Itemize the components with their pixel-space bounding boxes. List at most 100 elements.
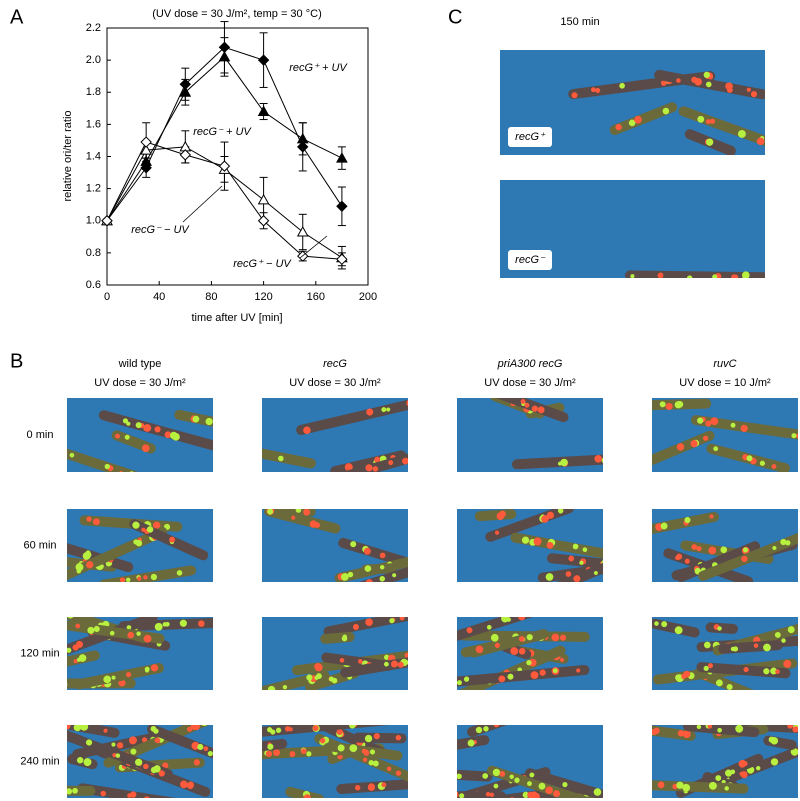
focus [763,643,771,652]
focus [619,82,625,89]
focus [416,564,423,571]
y-tick-label: 1.0 [86,215,101,227]
focus [709,514,714,519]
focus [67,647,72,653]
cells [264,509,457,582]
focus [176,570,183,576]
focus [527,781,532,787]
focus [706,138,714,146]
focus [775,669,780,674]
cells [262,703,408,798]
focus [319,737,326,744]
focus [641,784,645,788]
series-label: recG⁻ + UV [193,126,252,138]
focus [282,684,288,690]
focus [67,788,73,795]
y-tick-label: 0.8 [86,247,101,259]
focus [691,544,698,550]
focus [144,668,150,673]
focus [404,652,408,659]
cell [690,415,798,442]
focus [86,560,94,569]
cell [262,725,400,737]
leader-line [182,185,223,223]
focus [593,788,602,796]
cell [683,725,760,738]
focus [337,744,345,752]
focus [277,703,283,709]
focus [14,595,20,601]
focus [630,466,636,472]
cell [511,451,615,470]
panel-label: B [10,350,23,372]
micrograph [457,617,603,690]
focus [111,742,116,747]
data-point [218,50,231,62]
focus [72,787,78,794]
cells [14,595,213,690]
focus [283,704,290,711]
focus [152,521,161,530]
focus [361,748,367,754]
focus [347,472,355,480]
focus [781,638,786,643]
cell [67,650,100,671]
focus [383,654,390,660]
focus [571,92,578,99]
data-point [296,132,309,144]
data-point [257,215,270,227]
focus [180,780,188,789]
focus [526,660,532,666]
cell [485,509,574,542]
focus [126,625,132,630]
cells [457,725,603,798]
focus [530,671,539,679]
focus [579,560,584,565]
focus [705,81,712,88]
cell [336,776,408,795]
focus [630,527,639,536]
focus [207,750,213,757]
micrograph [457,509,603,582]
micrograph [262,398,408,480]
cell-body [759,725,798,735]
focus [521,536,530,544]
focus [312,725,320,726]
focus [395,770,402,776]
focus [654,621,659,626]
focus [662,107,670,115]
cell [513,550,603,582]
focus [365,579,373,582]
cell [111,430,156,454]
focus [467,739,475,747]
focus [772,546,777,551]
focus [514,777,520,783]
focus [150,766,158,774]
focus [379,565,385,570]
focus [164,431,172,439]
data-point [140,155,152,166]
focus [682,783,691,792]
focus [675,555,680,561]
focus [740,771,748,779]
focus [450,547,457,554]
focus [187,782,194,790]
focus [591,87,596,93]
focus [545,573,554,581]
focus [652,729,658,736]
focus [609,456,615,462]
focus [743,547,749,553]
y-tick-label: 1.2 [86,183,101,195]
focus [275,727,282,733]
focus [545,786,553,795]
cell [763,735,797,750]
focus [128,736,137,745]
focus [783,659,792,668]
focus [475,726,483,734]
cell-body [698,520,798,581]
panel-label: A [10,6,24,28]
leader-line [299,235,328,259]
cell [262,738,288,753]
focus [741,555,748,563]
focus [538,782,546,790]
